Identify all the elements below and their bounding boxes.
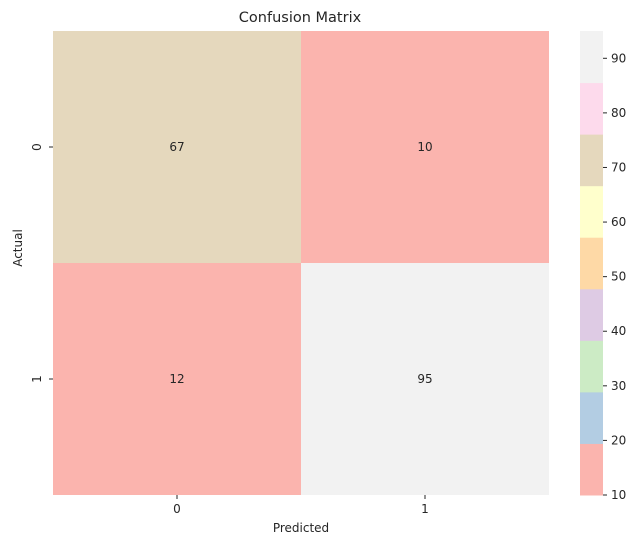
colorbar-segment [580, 237, 603, 290]
cell-value-label-1-1: 95 [417, 372, 432, 386]
colorbar-segment [580, 443, 603, 496]
colorbar: 10 20 30 40 50 60 70 80 90 [580, 31, 626, 502]
cell-value-label-0-1: 10 [417, 140, 432, 154]
cell-value-label-1-0: 12 [169, 372, 184, 386]
colorbar-segment [580, 82, 603, 135]
x-tick-label: 1 [421, 502, 429, 516]
cell-value-label-0-0: 67 [169, 140, 184, 154]
colorbar-segment [580, 134, 603, 187]
heatmap-cell-0-0 [53, 31, 301, 263]
colorbar-tick-label: 30 [611, 379, 626, 393]
y-axis-label: Actual [11, 229, 25, 267]
colorbar-tick-label: 70 [611, 160, 626, 174]
heatmap-cell-1-0 [53, 263, 301, 495]
y-tick-label: 0 [30, 143, 44, 151]
colorbar-tick-label: 20 [611, 433, 626, 447]
colorbar-segment [580, 340, 603, 393]
colorbar-segment [580, 391, 603, 444]
colorbar-tick-label: 40 [611, 324, 626, 338]
x-tick-label: 0 [173, 502, 181, 516]
colorbar-tick-label: 10 [611, 488, 626, 502]
colorbar-tick-label: 90 [611, 51, 626, 65]
y-tick-label: 1 [30, 375, 44, 383]
heatmap-axes: 0 101 [30, 143, 429, 516]
colorbar-tick-label: 50 [611, 270, 626, 284]
chart-title: Confusion Matrix [239, 10, 362, 26]
heatmap-cell-0-1 [301, 31, 549, 263]
colorbar-segment [580, 288, 603, 341]
colorbar-tick-label: 60 [611, 215, 626, 229]
heatmap-cells: 67 10 12 95 [53, 31, 549, 495]
colorbar-segment [580, 185, 603, 238]
x-axis-label: Predicted [273, 521, 329, 535]
colorbar-tick-label: 80 [611, 106, 626, 120]
heatmap-cell-1-1 [301, 263, 549, 495]
colorbar-segment [580, 31, 603, 84]
